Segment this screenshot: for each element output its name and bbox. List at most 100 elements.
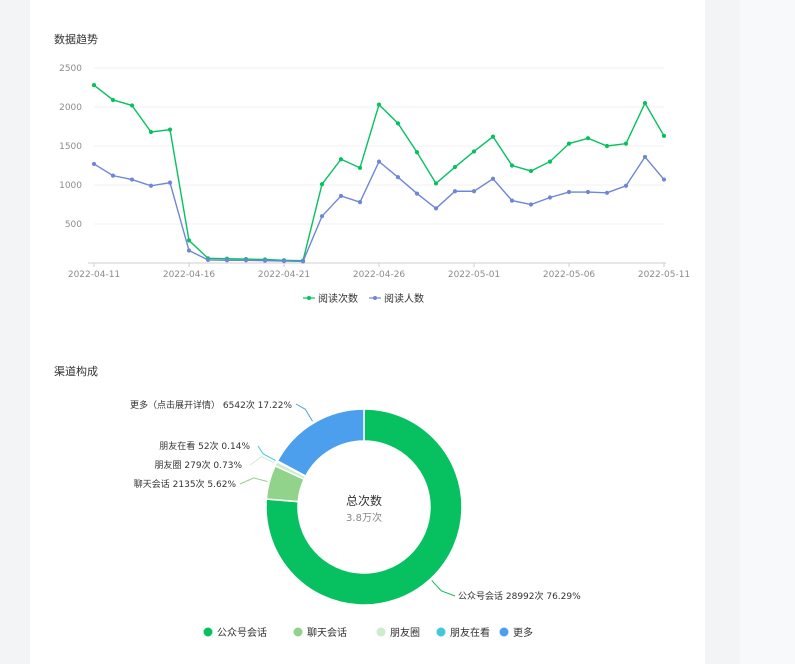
legend-label: 朋友在看: [450, 626, 490, 639]
data-point: [623, 141, 629, 146]
series-line-1: [93, 84, 665, 262]
data-point: [129, 177, 135, 182]
data-point: [395, 175, 401, 180]
pie-slice-label: 更多（点击展开详情） 6542次 17.22%: [130, 399, 292, 411]
x-tick-label: 2022-04-26: [353, 270, 406, 280]
y-tick-label: 2500: [59, 64, 82, 74]
pie-leader-line: [295, 403, 313, 422]
x-tick-label: 2022-04-21: [258, 270, 310, 280]
data-point: [642, 101, 648, 106]
data-point: [661, 133, 667, 138]
pie-leader-line: [431, 580, 456, 597]
data-point: [167, 180, 173, 185]
data-point: [452, 164, 458, 170]
data-point: [585, 136, 591, 141]
pie-slice-label: 朋友在看 52次 0.14%: [159, 440, 250, 452]
x-tick-label: 2022-04-16: [163, 270, 216, 280]
y-tick-label: 500: [65, 220, 82, 230]
analytics-card: [30, 0, 705, 664]
data-point: [262, 258, 268, 263]
data-point: [547, 159, 553, 164]
legend-swatch[interactable]: [436, 627, 446, 637]
x-tick-label: 2022-04-11: [68, 270, 120, 280]
data-point: [452, 189, 458, 194]
data-point: [433, 206, 439, 211]
pie-leader-line: [249, 456, 275, 466]
pie-leader-line: [239, 477, 268, 485]
right-panel-background: [740, 0, 795, 664]
data-point: [110, 173, 116, 178]
y-tick-label: 1000: [59, 181, 82, 191]
data-point: [300, 259, 306, 264]
data-point: [433, 181, 439, 186]
data-point: [566, 189, 572, 195]
data-point: [414, 191, 420, 196]
legend-swatch[interactable]: [376, 627, 386, 637]
legend-label: 阅读人数: [384, 292, 424, 305]
legend-label: 公众号会话: [217, 626, 267, 639]
data-point: [528, 202, 534, 207]
data-point: [471, 149, 477, 154]
legend-dot-marker: [307, 296, 311, 300]
legend-swatch[interactable]: [499, 627, 509, 637]
data-point: [319, 214, 325, 219]
pie-slice-label: 聊天会话 2135次 5.62%: [134, 478, 237, 490]
data-point: [91, 83, 97, 88]
data-point: [91, 161, 97, 167]
pie-slice[interactable]: [276, 408, 365, 478]
data-point: [471, 189, 477, 194]
data-point: [414, 150, 420, 155]
data-point: [585, 189, 591, 195]
legend-label: 聊天会话: [307, 626, 347, 639]
data-point: [528, 168, 534, 174]
data-point: [357, 200, 363, 205]
data-point: [338, 157, 344, 162]
pie-slice-label: 朋友圈 279次 0.73%: [155, 459, 243, 471]
pie-slice-label: 公众号会话 28992次 76.29%: [458, 590, 581, 602]
data-point: [490, 176, 496, 181]
data-point: [186, 248, 192, 253]
data-point: [338, 193, 344, 199]
data-point: [148, 183, 154, 188]
data-point: [623, 183, 629, 188]
donut-center-title: 总次数: [346, 493, 382, 508]
data-point: [186, 238, 192, 243]
data-point: [167, 127, 173, 132]
data-point: [357, 165, 363, 170]
data-point: [224, 258, 230, 263]
data-point: [129, 103, 135, 108]
data-point: [148, 129, 154, 135]
x-tick-label: 2022-05-01: [448, 270, 500, 280]
data-point: [661, 177, 667, 182]
data-point: [376, 102, 382, 107]
data-point: [281, 258, 287, 264]
data-point: [319, 182, 325, 187]
data-point: [509, 163, 515, 168]
data-point: [566, 141, 572, 146]
series-line-2: [93, 155, 665, 263]
x-tick-label: 2022-05-06: [543, 270, 596, 280]
legend-swatch[interactable]: [203, 627, 213, 637]
data-point: [110, 97, 116, 103]
data-point: [376, 159, 382, 164]
pie-slice[interactable]: [265, 408, 463, 606]
x-tick-label: 2022-05-11: [638, 270, 690, 280]
data-point: [490, 134, 496, 139]
legend-dot-marker: [373, 296, 377, 300]
y-tick-label: 1500: [59, 142, 82, 152]
data-point: [642, 154, 648, 160]
data-point: [547, 195, 553, 200]
data-point: [509, 198, 515, 203]
trend-section-title: 数据趋势: [54, 33, 98, 46]
legend-label: 朋友圈: [390, 626, 420, 639]
y-tick-label: 2000: [59, 103, 82, 113]
data-point: [243, 258, 249, 263]
pie-leader-line: [257, 445, 276, 461]
legend-label: 阅读次数: [318, 292, 358, 305]
data-point: [205, 257, 211, 262]
legend-swatch[interactable]: [293, 627, 303, 637]
data-point: [395, 121, 401, 126]
data-point: [604, 143, 610, 149]
channel-section-title: 渠道构成: [54, 365, 98, 378]
